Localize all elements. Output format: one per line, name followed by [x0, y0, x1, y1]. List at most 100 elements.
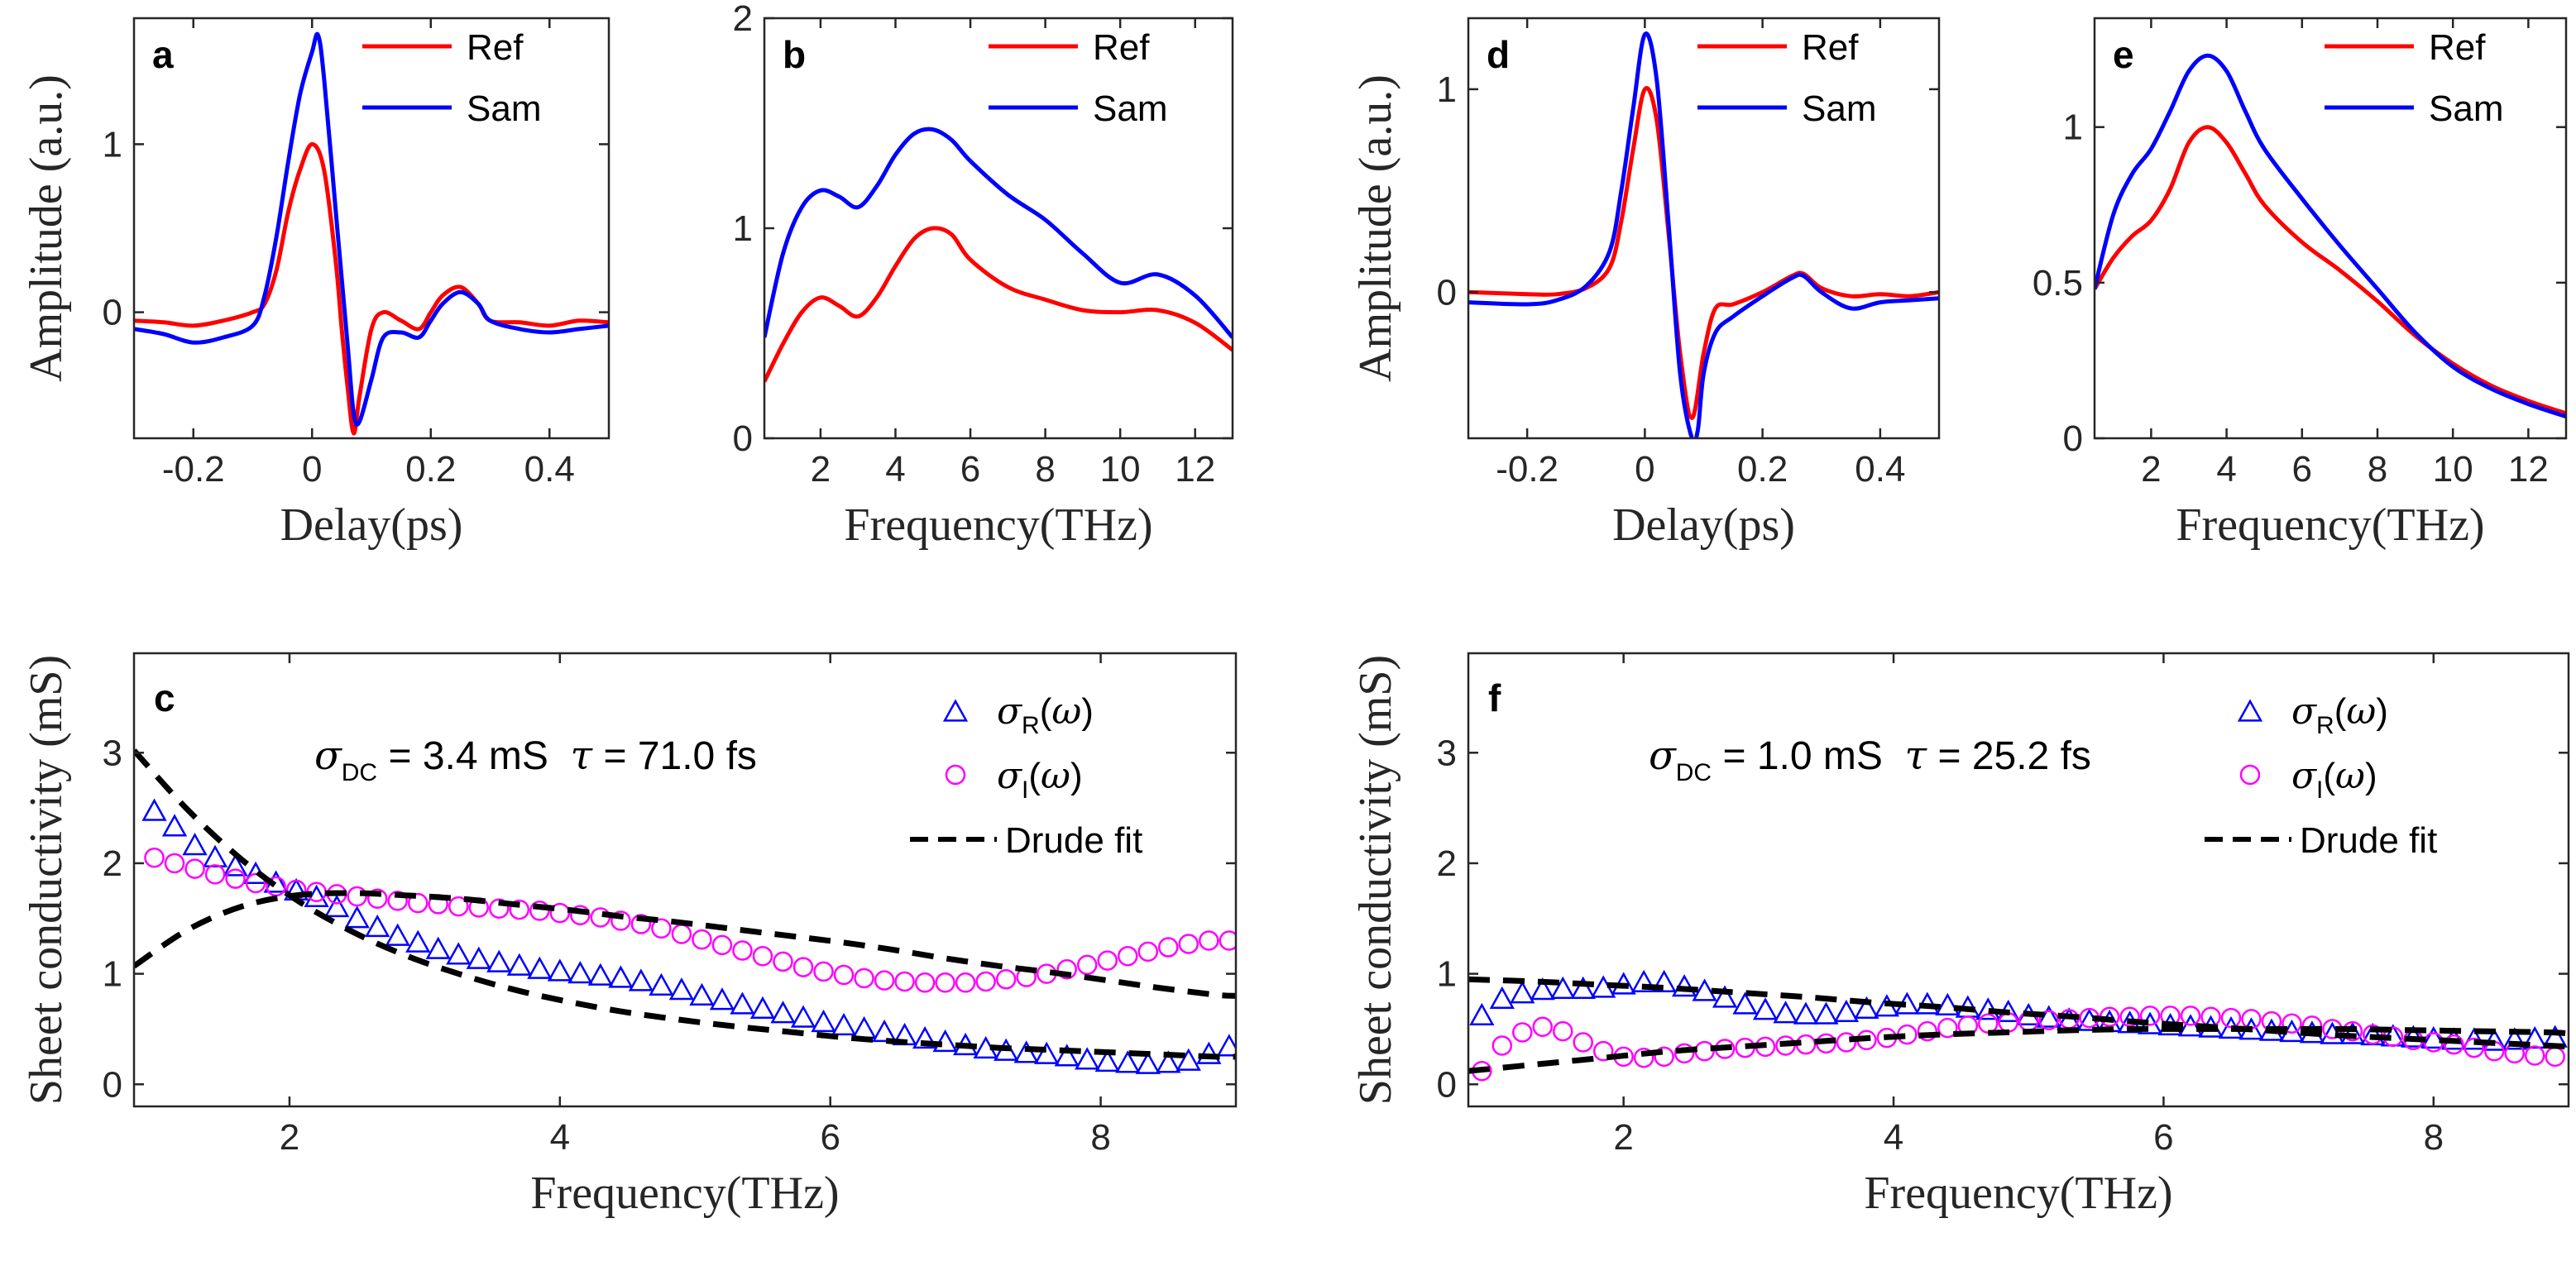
data-point-sigma-i-c-24 — [630, 914, 652, 934]
axes-box-c — [132, 652, 1238, 1108]
data-point-sigma-r-c-39 — [932, 1029, 958, 1053]
data-point-sigma-i-c-50 — [1158, 937, 1179, 958]
data-point-sigma-i-f-48 — [2444, 1034, 2464, 1055]
x-tick-label-b: 12 — [1175, 449, 1215, 490]
data-point-sigma-i-c-52 — [1199, 930, 1219, 951]
y-axis-label-d: Amplitude (a.u.) — [1350, 74, 1401, 382]
data-point-sigma-i-f-5 — [1573, 1032, 1593, 1053]
data-point-sigma-r-c-26 — [668, 977, 695, 1001]
data-point-sigma-i-c-10 — [347, 886, 367, 907]
x-tick-label-f: 8 — [2424, 1117, 2444, 1158]
x-tick-label-c: 2 — [280, 1117, 299, 1158]
y-tick-label-b: 2 — [733, 0, 753, 39]
data-point-sigma-i-f-33 — [2139, 1006, 2161, 1026]
data-point-sigma-i-c-49 — [1137, 941, 1159, 963]
data-point-sigma-i-c-21 — [570, 905, 591, 926]
data-point-sigma-i-c-28 — [711, 934, 733, 956]
x-tick-label-c: 8 — [1090, 1117, 1110, 1158]
data-point-sigma-i-c-41 — [975, 971, 996, 992]
x-axis-label-e: Frequency(THz) — [2176, 499, 2484, 551]
data-point-sigma-i-c-11 — [366, 888, 388, 909]
legend-label-b: Ref — [1093, 27, 1150, 68]
data-point-sigma-i-c-23 — [610, 910, 631, 931]
data-point-sigma-i-f-35 — [2180, 1006, 2201, 1026]
y-tick-label-e: 0 — [2063, 418, 2083, 459]
data-point-sigma-r-f-18 — [1833, 999, 1860, 1023]
data-point-sigma-i-c-20 — [549, 902, 571, 924]
data-point-sigma-r-f-35 — [2177, 1014, 2204, 1037]
y-tick-label-e: 0.5 — [2033, 263, 2083, 303]
data-point-sigma-i-f-28 — [2038, 1010, 2059, 1030]
data-point-sigma-i-f-40 — [2282, 1013, 2302, 1034]
panel-label-c: c — [154, 676, 175, 719]
legend-marker-sigma-r-f — [2237, 699, 2263, 722]
x-tick-label-e: 12 — [2508, 449, 2549, 490]
data-point-sigma-r-c-34 — [831, 1012, 857, 1036]
data-point-sigma-r-f-4 — [1550, 976, 1576, 999]
data-point-sigma-r-c-18 — [506, 953, 532, 976]
panel-label-e: e — [2113, 33, 2134, 76]
data-point-sigma-r-f-11 — [1692, 978, 1717, 1001]
x-tick-label-d: -0.2 — [1496, 449, 1559, 490]
data-point-sigma-r-c-2 — [182, 832, 208, 856]
y-tick-label-e: 1 — [2063, 107, 2083, 148]
plot-area-b — [764, 127, 1233, 383]
data-point-sigma-r-f-17 — [1813, 1001, 1839, 1025]
series-line-b-0 — [764, 226, 1233, 383]
y-tick-label-f: 0 — [1437, 1064, 1457, 1105]
data-point-sigma-r-f-13 — [1732, 991, 1758, 1015]
data-point-sigma-r-c-45 — [1054, 1044, 1080, 1067]
data-point-sigma-r-c-47 — [1094, 1049, 1120, 1073]
x-tick-label-f: 6 — [2153, 1117, 2173, 1158]
data-point-sigma-i-c-51 — [1178, 934, 1199, 954]
data-point-sigma-i-c-4 — [225, 868, 246, 889]
y-tick-label-a: 1 — [103, 124, 122, 165]
data-point-sigma-i-c-36 — [874, 970, 895, 991]
panel-c: 2 4 6 8 0 1 2 3 Frequency(THz) Sheet conductivity… — [21, 652, 1238, 1219]
data-point-sigma-i-c-35 — [854, 967, 874, 989]
x-axis-label-c: Frequency(THz) — [530, 1168, 839, 1219]
data-point-sigma-r-c-19 — [527, 956, 553, 979]
data-point-sigma-r-c-15 — [446, 942, 472, 965]
axes-box-f — [1467, 652, 2570, 1108]
data-point-sigma-r-f-3 — [1530, 977, 1555, 1001]
series-line-e-1 — [2095, 53, 2566, 419]
y-axis-label-a: Amplitude (a.u.) — [21, 74, 72, 382]
panel-e: 2 4 6 8 10 12 0 0.5 1 Frequency(THz) e Ref Sam — [2033, 17, 2568, 551]
legend-label-sigma-i-c: σI(ω) — [997, 755, 1083, 804]
series-line-f-3 — [1468, 1025, 2569, 1074]
legend-label-d: Sam — [1802, 88, 1876, 129]
data-point-sigma-i-c-5 — [245, 872, 266, 894]
data-point-sigma-r-f-16 — [1793, 1001, 1819, 1025]
series-line-f-2 — [1468, 976, 2569, 1050]
data-point-sigma-r-c-21 — [567, 961, 593, 984]
data-point-sigma-r-c-36 — [871, 1019, 898, 1043]
data-point-sigma-i-f-9 — [1654, 1046, 1674, 1068]
data-point-sigma-r-c-46 — [1075, 1047, 1100, 1070]
data-point-sigma-i-c-40 — [955, 972, 976, 993]
data-point-sigma-i-f-2 — [1512, 1022, 1533, 1043]
y-tick-label-b: 0 — [733, 418, 753, 459]
y-axis-label-f: Sheet conductivity (mS) — [1350, 655, 1401, 1105]
x-tick-label-d: 0.4 — [1855, 449, 1905, 490]
data-point-sigma-i-f-8 — [1633, 1047, 1654, 1068]
data-point-sigma-r-f-15 — [1773, 1001, 1798, 1024]
data-point-sigma-r-c-0 — [141, 798, 167, 821]
data-point-sigma-i-c-32 — [792, 957, 814, 977]
data-point-sigma-r-c-43 — [1013, 1040, 1039, 1063]
data-point-sigma-r-c-22 — [587, 963, 613, 986]
plot-area-a — [134, 31, 609, 436]
panel-label-a: a — [152, 33, 174, 76]
data-point-sigma-i-c-33 — [813, 961, 834, 982]
legend-label-a: Sam — [467, 88, 541, 129]
y-tick-label-f: 2 — [1437, 843, 1457, 884]
legend-marker-sigma-i-f — [2239, 764, 2261, 786]
data-point-sigma-i-c-1 — [164, 853, 185, 874]
data-point-sigma-r-c-1 — [161, 814, 188, 837]
data-point-sigma-i-f-4 — [1552, 1020, 1573, 1042]
legend-marker-sigma-r-c — [942, 699, 969, 722]
data-point-sigma-i-c-31 — [773, 951, 793, 972]
data-point-sigma-r-c-49 — [1135, 1051, 1161, 1074]
data-point-sigma-i-c-0 — [144, 848, 165, 868]
